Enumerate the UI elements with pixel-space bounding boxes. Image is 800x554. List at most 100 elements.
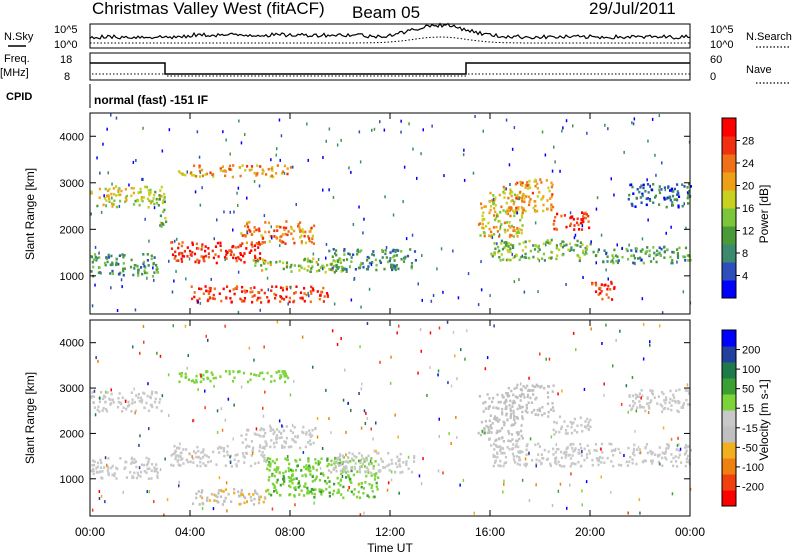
velocity-cell	[151, 405, 154, 409]
velocity-cell	[150, 469, 153, 473]
velocity-cell	[184, 375, 187, 379]
power-cell	[273, 235, 276, 238]
velocity-noise-cell	[316, 417, 319, 420]
velocity-cell	[327, 463, 330, 466]
velocity-noise-cell	[264, 390, 266, 394]
power-cell	[214, 253, 217, 256]
power-cell	[534, 184, 537, 188]
power-cell	[482, 211, 485, 214]
velocity-cell	[243, 501, 246, 505]
velocity-cell	[362, 487, 365, 490]
power-cell	[90, 255, 94, 259]
power-cell	[318, 269, 321, 272]
velocity-cell	[350, 469, 353, 473]
power-cell	[577, 228, 581, 231]
power-cell	[132, 203, 136, 206]
velocity-noise-cell	[394, 413, 396, 417]
power-cell	[511, 209, 515, 213]
velocity-cell	[312, 488, 315, 492]
velocity-cell	[212, 450, 215, 454]
power-cell	[640, 184, 643, 187]
power-cell	[193, 174, 196, 177]
velocity-cell	[261, 455, 265, 458]
power-cell	[341, 268, 344, 271]
velocity-cell	[518, 456, 521, 459]
power-cell	[393, 249, 396, 252]
power-cell	[632, 261, 635, 265]
power-cell	[561, 245, 564, 249]
power-cell	[524, 186, 527, 189]
power-noise-cell	[135, 159, 137, 162]
velocity-cell	[362, 492, 365, 495]
velocity-noise-cell	[464, 357, 466, 361]
velocity-cell	[517, 445, 520, 449]
power-cell	[148, 191, 151, 195]
velocity-noise-cell	[294, 503, 296, 507]
power-noise-cell	[422, 128, 424, 132]
velocity-cell	[585, 456, 589, 459]
power-noise-cell	[440, 247, 443, 251]
velocity-cell	[663, 399, 666, 402]
velocity-cell	[199, 380, 202, 384]
power-cell	[319, 294, 322, 297]
velocity-cell	[218, 445, 221, 449]
velocity-cell	[560, 450, 563, 454]
velocity-cell	[101, 470, 104, 473]
power-cell	[648, 249, 651, 253]
power-cell	[533, 180, 536, 183]
velocity-noise-cell	[417, 371, 419, 375]
velocity-cell	[678, 388, 681, 391]
power-cell	[211, 173, 214, 176]
power-noise-cell	[224, 258, 226, 261]
velocity-noise-cell	[341, 475, 344, 478]
power-noise-cell	[658, 114, 661, 118]
velocity-cell	[277, 466, 280, 469]
power-cell	[105, 257, 108, 260]
velocity-cell	[511, 452, 514, 456]
power-cell	[303, 292, 306, 295]
y-tick-label: 4000	[60, 131, 84, 143]
power-cell	[310, 285, 313, 289]
velocity-cell	[669, 389, 672, 393]
velocity-cell	[610, 449, 613, 453]
velocity-cell	[250, 440, 253, 443]
power-noise-cell	[115, 116, 118, 120]
velocity-cell	[288, 462, 291, 466]
velocity-noise-cell	[91, 508, 94, 512]
velocity-cell	[106, 391, 109, 394]
velocity-noise-cell	[566, 506, 568, 510]
velocity-cell	[506, 445, 509, 449]
velocity-cell	[638, 451, 641, 455]
power-cell	[372, 253, 375, 257]
power-cell	[366, 255, 369, 259]
power-noise-cell	[631, 121, 633, 125]
power-cell	[251, 245, 254, 248]
power-cell	[347, 252, 350, 255]
velocity-cell	[537, 413, 540, 417]
power-noise-cell	[325, 242, 328, 246]
velocity-cell	[653, 453, 656, 456]
velocity-cell	[540, 461, 543, 465]
velocity-cell	[258, 449, 261, 453]
power-cell	[523, 197, 526, 200]
velocity-cell	[658, 446, 661, 449]
power-noise-cell	[197, 300, 199, 304]
power-cell	[207, 292, 210, 296]
power-cell	[181, 254, 184, 258]
velocity-cell	[273, 445, 276, 449]
velocity-cell	[665, 457, 668, 461]
power-cell	[516, 235, 519, 238]
velocity-cell	[92, 459, 95, 462]
power-noise-cell	[457, 296, 460, 300]
power-cell	[217, 255, 220, 258]
power-cell	[253, 230, 256, 233]
velocity-noise-cell	[147, 382, 149, 386]
power-cell	[568, 249, 571, 252]
velocity-cell	[541, 406, 544, 409]
power-cell	[179, 171, 182, 175]
power-cell	[511, 190, 514, 194]
power-cell	[284, 232, 287, 236]
velocity-cell	[495, 419, 498, 422]
velocity-cell	[547, 450, 550, 453]
